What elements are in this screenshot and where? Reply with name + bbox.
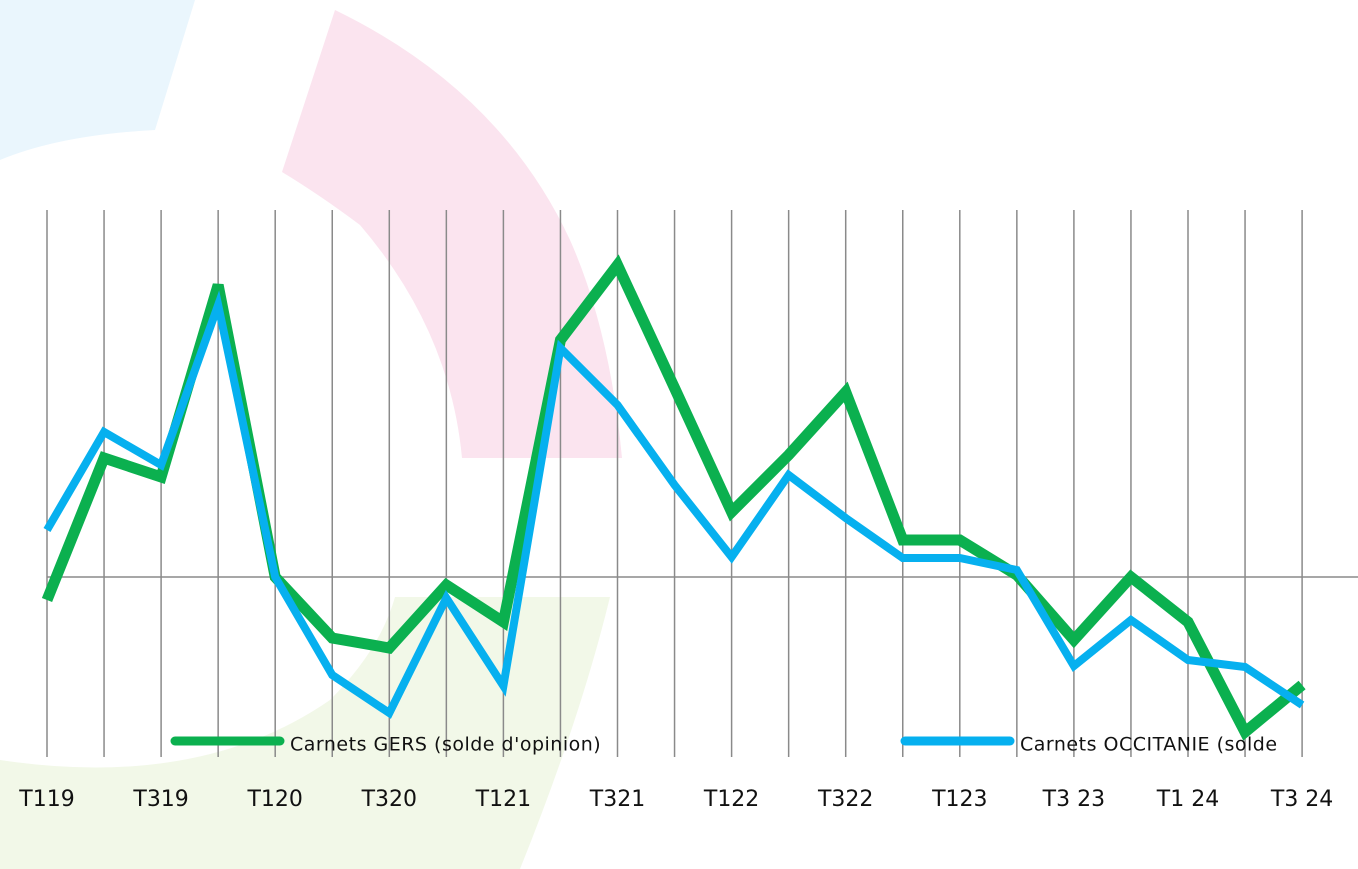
x-tick-label: T1 24 <box>1156 787 1219 812</box>
x-tick-label: T321 <box>589 787 645 812</box>
x-tick-label: T320 <box>361 787 417 812</box>
x-tick-label: T3 23 <box>1042 787 1105 812</box>
chart: T119 T319 T120 T320 T121 T321 T122 T322 T123 T3 2… <box>0 0 1358 869</box>
x-tick-label: T319 <box>132 787 188 812</box>
page: T119 T319 T120 T320 T121 T321 T122 T322 T123 T3 2… <box>0 0 1358 869</box>
x-tick-label: T322 <box>817 787 873 812</box>
x-tick-label: T120 <box>246 787 302 812</box>
x-tick-label: T123 <box>931 787 987 812</box>
x-tick-label: T122 <box>703 787 759 812</box>
x-tick-label: T119 <box>18 787 74 812</box>
legend-label: Carnets OCCITANIE (solde <box>1020 734 1278 756</box>
x-tick-label: T121 <box>475 787 531 812</box>
legend-label: Carnets GERS (solde d'opinion) <box>290 734 601 756</box>
x-tick-label: T3 24 <box>1270 787 1333 812</box>
